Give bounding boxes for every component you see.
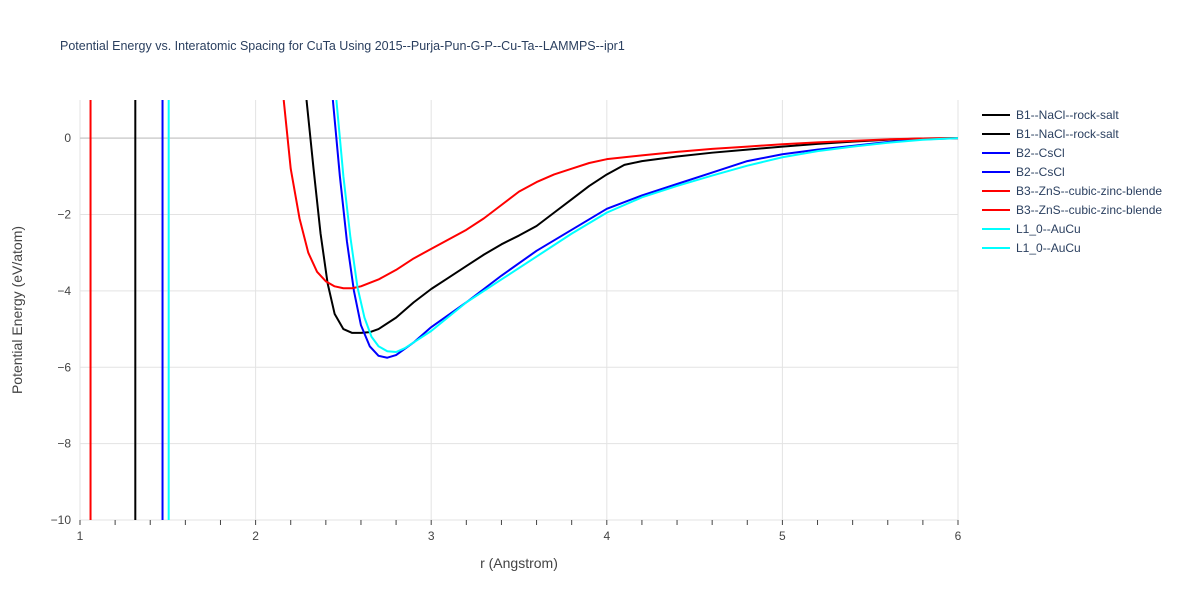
legend-item-label: B1--NaCl--rock-salt xyxy=(1016,127,1119,141)
y-tick-label: 0 xyxy=(64,131,71,145)
x-tick-label: 1 xyxy=(77,529,84,543)
series-line[interactable] xyxy=(331,100,958,359)
y-tick-label: −8 xyxy=(57,437,71,451)
grid xyxy=(79,100,959,521)
x-tick-label: 4 xyxy=(603,529,610,543)
y-tick-label: −10 xyxy=(51,513,72,527)
x-tick-label: 2 xyxy=(252,529,259,543)
y-tick-label: −4 xyxy=(57,284,71,298)
series-line[interactable] xyxy=(282,100,958,290)
y-axis-title: Potential Energy (eV/atom) xyxy=(9,226,25,394)
legend-item-label: B3--ZnS--cubic-zinc-blende xyxy=(1016,184,1162,198)
legend-item-label: B3--ZnS--cubic-zinc-blende xyxy=(1016,203,1162,217)
chart-title: Potential Energy vs. Interatomic Spacing… xyxy=(60,39,625,53)
x-tick-label: 3 xyxy=(428,529,435,543)
y-tick-label: −2 xyxy=(57,208,71,222)
y-tick-label: −6 xyxy=(57,360,71,374)
x-tick-label: 5 xyxy=(779,529,786,543)
series-line[interactable] xyxy=(305,100,958,334)
legend-item-label: B2--CsCl xyxy=(1016,165,1065,179)
legend-item-label: B2--CsCl xyxy=(1016,146,1065,160)
x-tick-label: 6 xyxy=(955,529,962,543)
legend-item-label: L1_0--AuCu xyxy=(1016,222,1081,236)
plot-area[interactable] xyxy=(89,100,958,520)
legend: B1--NaCl--rock-salt B1--NaCl--rock-salt B2… xyxy=(982,108,1162,255)
legend-item-label: L1_0--AuCu xyxy=(1016,241,1081,255)
series-line[interactable] xyxy=(335,100,958,353)
axis-ticks: 1 2 3 4 5 6 0 −2 −4 −6 −8 −10 xyxy=(51,131,962,543)
legend-item-label: B1--NaCl--rock-salt xyxy=(1016,108,1119,122)
x-axis-title: r (Angstrom) xyxy=(480,555,558,571)
